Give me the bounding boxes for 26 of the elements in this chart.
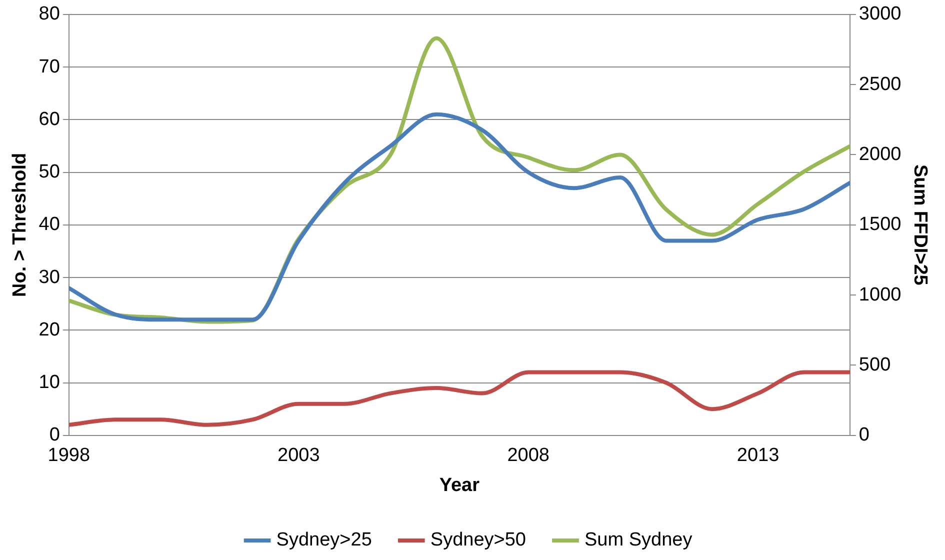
y2-tick-label: 1000	[858, 284, 902, 306]
x-tick-label: 2003	[278, 445, 320, 466]
y2-tick-label: 500	[858, 354, 891, 376]
y-tick-label: 20	[38, 319, 60, 340]
y-tick-label: 60	[38, 108, 60, 130]
y2-tick-label: 2500	[858, 74, 902, 95]
x-tick-label: 1998	[48, 445, 90, 466]
x-tick-label: 2013	[736, 445, 780, 466]
y2-tick-label: 1500	[858, 214, 902, 236]
legend-label: Sydney>25	[276, 530, 372, 551]
y2-axis-title: Sum FFDI>25	[909, 164, 930, 286]
y-tick-label: 10	[38, 372, 60, 394]
y-tick-label: 50	[38, 162, 60, 183]
y-tick-label: 40	[38, 214, 60, 236]
y-tick-label: 70	[38, 56, 60, 78]
y-axis-title: No. > Threshold	[10, 152, 31, 297]
y2-tick-label: 0	[858, 424, 870, 446]
y2-tick-label: 3000	[858, 4, 902, 25]
legend-label: Sydney>50	[430, 530, 526, 551]
y-tick-label: 0	[49, 424, 60, 446]
y-tick-label: 30	[38, 266, 60, 288]
legend-label: Sum Sydney	[584, 530, 693, 551]
x-tick-label: 2008	[507, 445, 550, 466]
x-axis-title: Year	[439, 474, 480, 496]
y-tick-label: 80	[38, 4, 60, 25]
y2-tick-label: 2000	[858, 144, 902, 165]
